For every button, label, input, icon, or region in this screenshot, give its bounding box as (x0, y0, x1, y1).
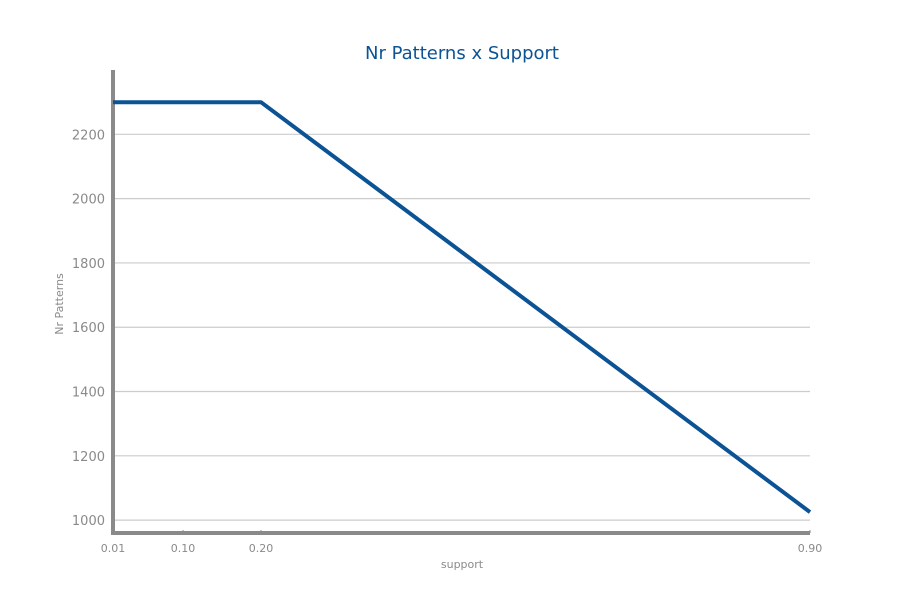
y-tick-label-2200: 2200 (72, 128, 105, 143)
x-tick-label-0.01: 0.01 (101, 542, 126, 555)
x-axis-label: support (441, 558, 484, 571)
y-tick-label-1600: 1600 (72, 321, 105, 336)
y-tick-label-1400: 1400 (72, 386, 105, 401)
y-tick-label-1000: 1000 (72, 514, 105, 529)
x-tick-label-0.90: 0.90 (798, 542, 823, 555)
series-layer (113, 100, 812, 514)
y-tick-label-2000: 2000 (72, 193, 105, 208)
y-axis-ticks: 1000 1200 1400 1600 1800 2000 2200 (72, 128, 105, 529)
y-tick-label-1800: 1800 (72, 257, 105, 272)
x-tick-label-0.20: 0.20 (249, 542, 274, 555)
chart-title: Nr Patterns x Support (365, 43, 559, 64)
x-axis-ticks: 0.01 0.10 0.20 0.90 (101, 530, 823, 555)
y-tick-label-1200: 1200 (72, 450, 105, 465)
x-tick-label-0.10: 0.10 (171, 542, 196, 555)
grid-lines (113, 133, 810, 521)
axes (111, 70, 810, 535)
y-axis-label: Nr Patterns (53, 273, 66, 335)
series-line-0 (113, 100, 812, 514)
